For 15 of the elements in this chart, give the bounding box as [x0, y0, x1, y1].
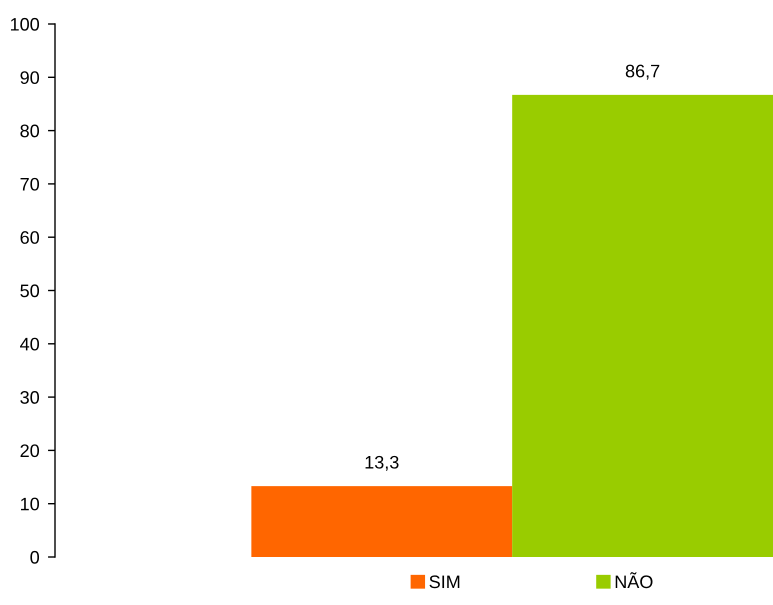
y-tick-label: 90 — [20, 71, 40, 84]
legend-label: NÃO — [616, 572, 653, 588]
y-tick-label: 10 — [21, 498, 40, 510]
y-tick-label: 0 — [30, 550, 40, 564]
y-tick-label: 20 — [20, 444, 40, 458]
legend-label: SIM — [430, 575, 460, 588]
y-tick-label: 40 — [20, 338, 40, 351]
data-label: 86,7 — [626, 64, 660, 80]
y-tick-label: 80 — [20, 124, 40, 138]
data-label: 13,3 — [366, 456, 399, 471]
y-tick-label: 30 — [20, 391, 40, 404]
y-tick-label: 60 — [20, 231, 40, 244]
y-tick-label: 100 — [10, 18, 40, 31]
y-tick-label: 70 — [20, 178, 40, 191]
y-tick-label: 50 — [20, 284, 40, 298]
